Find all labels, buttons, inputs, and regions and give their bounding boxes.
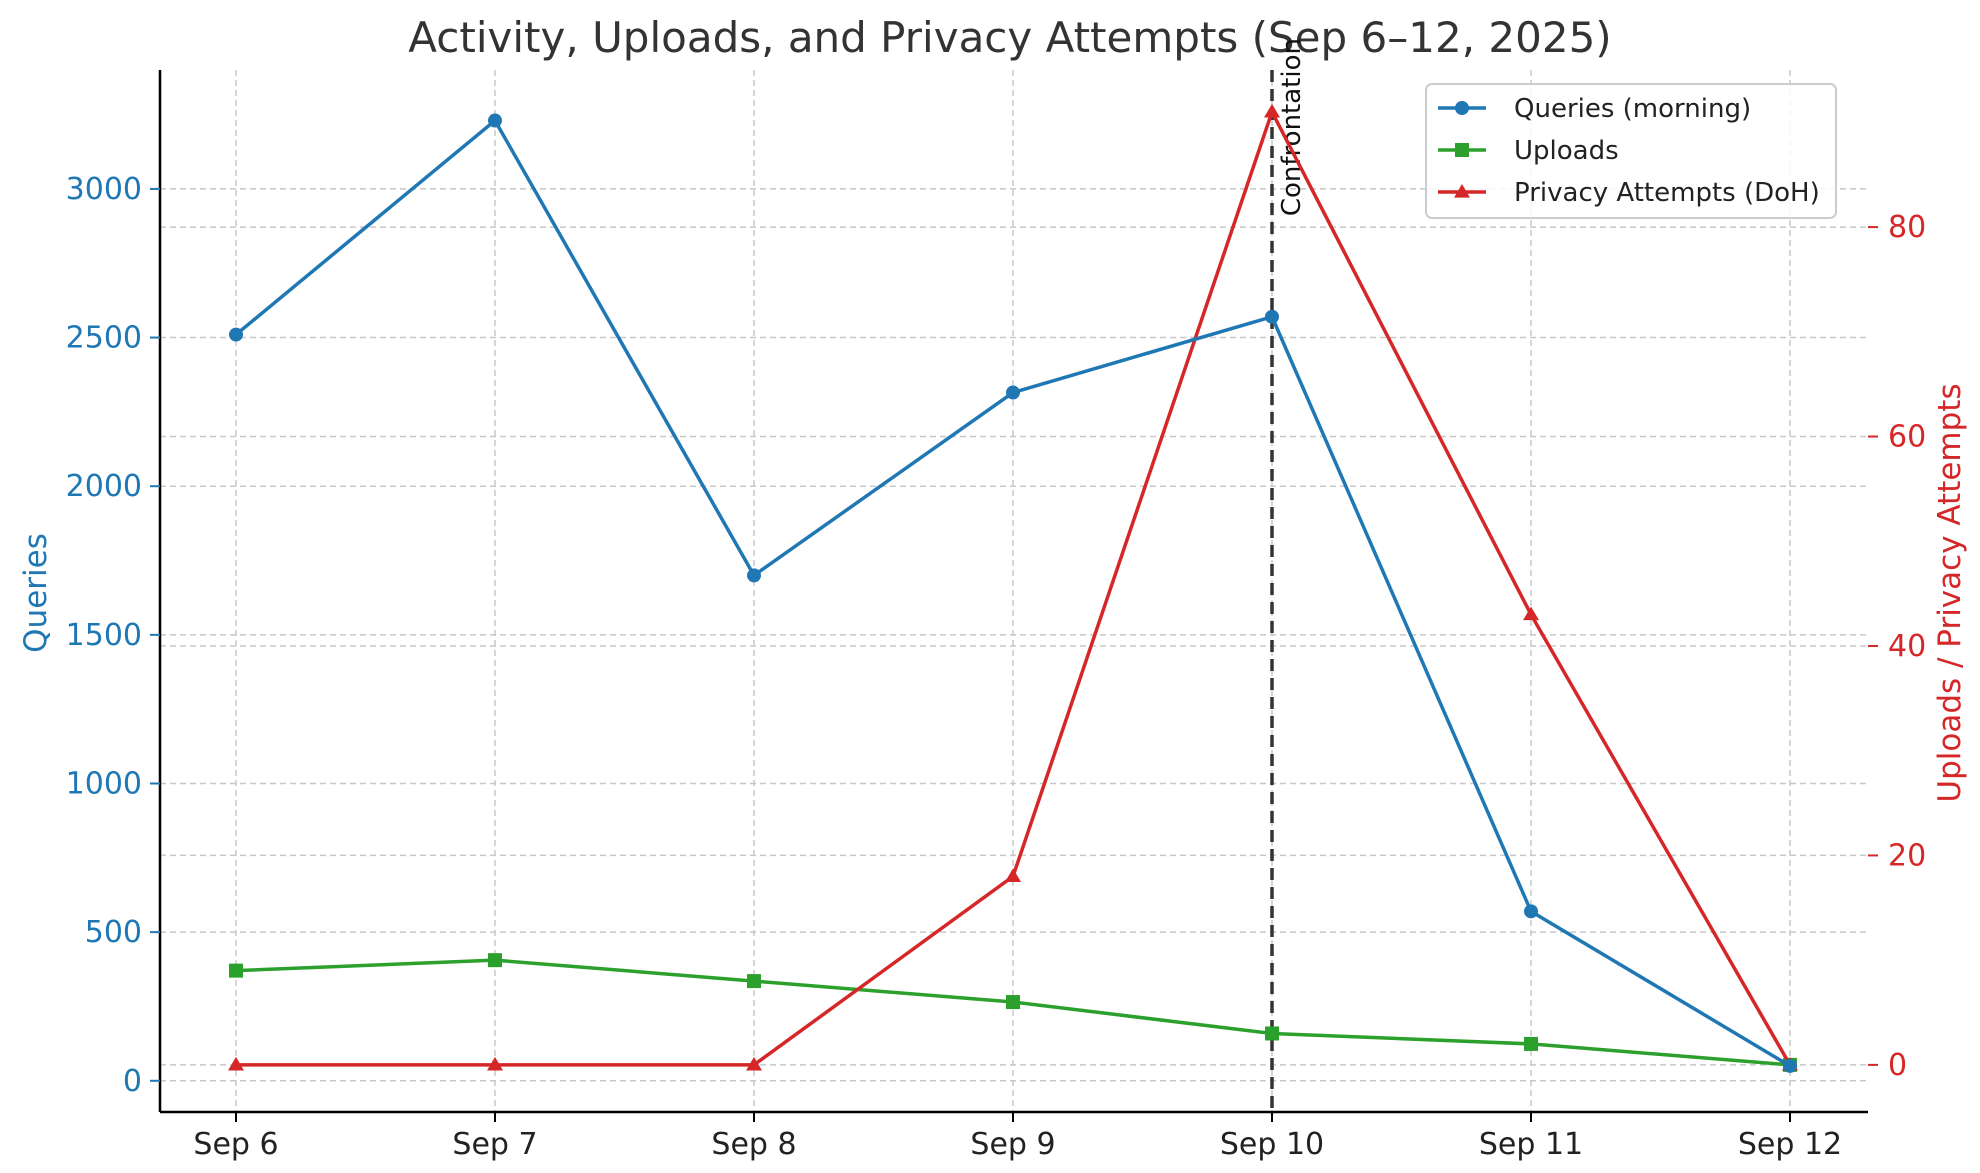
x-tick-label: Sep 7 (452, 1127, 537, 1162)
y-left-tick-label: 1000 (66, 766, 142, 801)
y-right-tick-label: 40 (1888, 629, 1926, 664)
legend: Queries (morning) Uploads Privacy Attempts… (1425, 83, 1837, 219)
data-point (1265, 309, 1279, 324)
data-point (229, 963, 243, 978)
legend-label: Uploads (1514, 136, 1619, 166)
data-point (1005, 868, 1021, 882)
x-tick-label: Sep 8 (711, 1127, 796, 1162)
data-point (228, 1056, 244, 1071)
data-point (1783, 1058, 1797, 1073)
data-point (747, 568, 761, 583)
y-left-tick-label: 500 (85, 915, 142, 950)
data-point (1006, 385, 1020, 400)
data-point (1264, 103, 1280, 118)
data-point (747, 974, 761, 989)
x-tick-label: Sep 11 (1479, 1127, 1583, 1162)
legend-marker (1454, 184, 1470, 198)
data-point (488, 953, 502, 968)
y-left-tick-label: 0 (123, 1064, 142, 1099)
data-point (487, 1056, 503, 1071)
legend-box (1425, 83, 1837, 219)
x-tick-label: Sep 9 (970, 1127, 1055, 1162)
y-left-tick-label: 2000 (66, 469, 142, 504)
legend-label: Privacy Attempts (DoH) (1514, 178, 1820, 208)
data-point (1524, 904, 1538, 919)
x-tick-label: Sep 6 (193, 1127, 278, 1162)
legend-marker (1455, 101, 1469, 115)
y-left-tick-label: 2500 (66, 321, 142, 356)
legend-label: Queries (morning) (1514, 94, 1751, 124)
x-tick-label: Sep 10 (1220, 1127, 1324, 1162)
y-right-tick-label: 20 (1888, 838, 1926, 873)
series-group (229, 113, 1797, 1073)
annotation-label: Confrontation (1277, 38, 1307, 216)
data-point (488, 113, 502, 128)
y-right-tick-label: 0 (1888, 1048, 1907, 1083)
y-right-tick-label: 80 (1888, 210, 1926, 245)
y-right-tick-label: 60 (1888, 420, 1926, 455)
data-point (229, 327, 243, 342)
x-tick-label: Sep 12 (1738, 1127, 1842, 1162)
y-left-tick-label: 3000 (66, 172, 142, 207)
y-axis-label-right: Uploads / Privacy Attempts (1932, 383, 1968, 802)
axes (158, 70, 1868, 1114)
data-point (1524, 1036, 1538, 1051)
data-point (1523, 606, 1539, 621)
y-left-tick-label: 1500 (66, 618, 142, 653)
annotation-layer: Confrontation (1270, 38, 1307, 1112)
data-point (1006, 995, 1020, 1010)
series-group (229, 953, 1797, 1072)
data-point (1265, 1026, 1279, 1041)
ticks-layer: Sep 6 Sep 7 Sep 8 Sep 9 Sep 10 Sep 11 Sep 12 0 5… (66, 172, 1927, 1162)
grid (160, 70, 1868, 1112)
series-layer (228, 103, 1798, 1073)
chart-title: Activity, Uploads, and Privacy Attempts … (408, 13, 1611, 62)
y-axis-label-left: Queries (18, 533, 54, 653)
data-point (746, 1056, 762, 1071)
legend-marker (1455, 143, 1469, 157)
